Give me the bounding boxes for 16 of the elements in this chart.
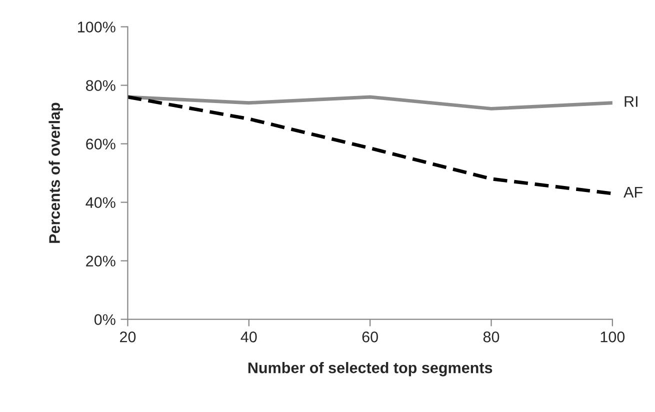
series-label: RI	[624, 96, 638, 107]
x-tick-label: 40	[240, 332, 257, 342]
y-tick-label: 0%	[94, 314, 116, 325]
x-axis-title: Number of selected top segments	[248, 362, 492, 376]
y-tick-label: 80%	[86, 80, 116, 91]
y-tick-label: 60%	[86, 138, 116, 150]
y-tick-label: 40%	[86, 197, 116, 208]
x-tick-label: 80	[483, 332, 500, 342]
x-tick-label: 60	[362, 332, 378, 342]
x-tick-label: 20	[120, 332, 136, 342]
series-label: AF	[624, 186, 642, 198]
line-series	[128, 95, 612, 196]
y-tick-label: 100%	[78, 22, 116, 32]
y-tick-label: 20%	[86, 256, 116, 266]
x-tick-label: 100	[600, 332, 625, 342]
y-axis-title: Percents of overlap	[48, 102, 63, 243]
